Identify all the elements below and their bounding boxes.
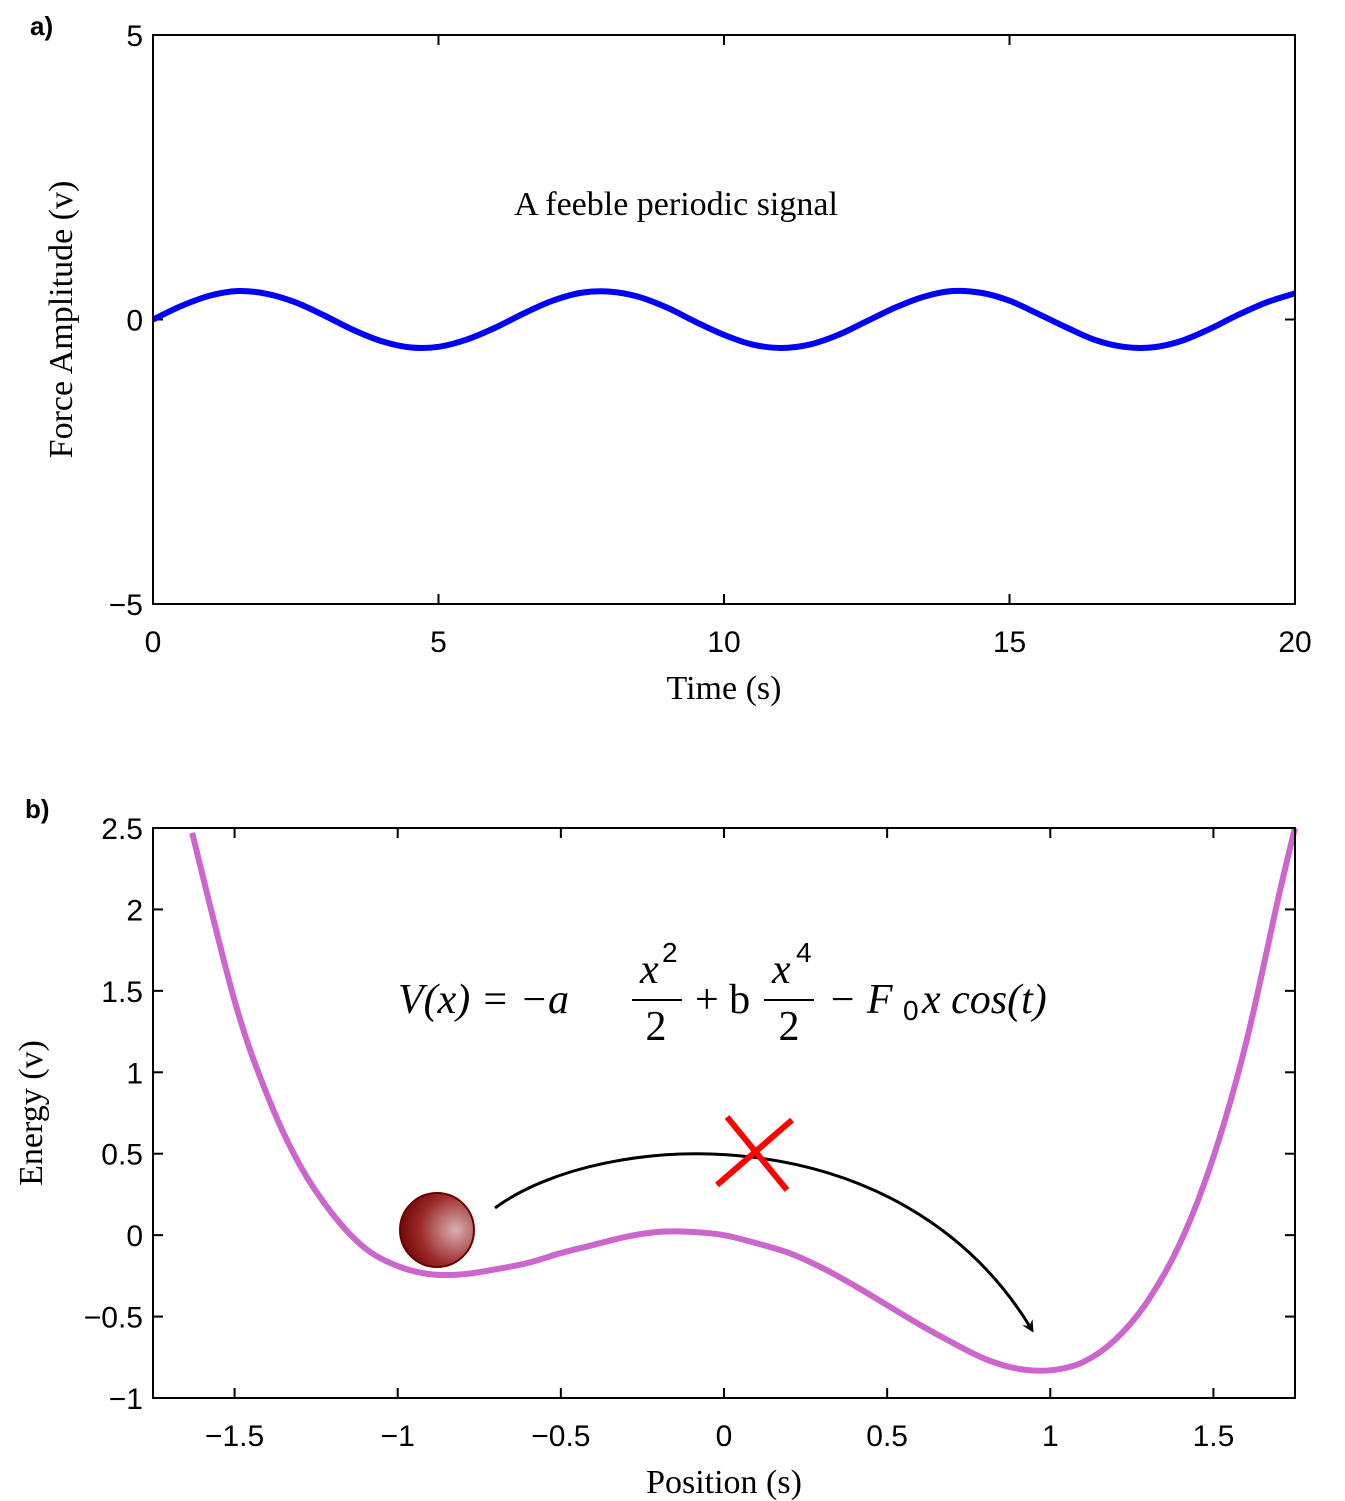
formula-part: x bbox=[771, 947, 791, 993]
cross-stroke bbox=[715, 1117, 794, 1188]
x-tick-label: −1.5 bbox=[205, 1420, 264, 1453]
formula-part: + b bbox=[695, 977, 750, 1023]
annotation: A feeble periodic signal bbox=[514, 186, 838, 223]
formula-part: 0 bbox=[903, 995, 919, 1026]
formula-part: x cos(t) bbox=[921, 977, 1047, 1023]
x-tick-label: 1 bbox=[1042, 1420, 1059, 1453]
y-tick-label: −0.5 bbox=[84, 1302, 143, 1335]
formula-part: V(x) = −a bbox=[398, 977, 569, 1023]
y-tick-label: 2.5 bbox=[101, 813, 143, 846]
x-tick-label: 0.5 bbox=[866, 1420, 908, 1453]
data-line bbox=[151, 287, 1296, 351]
cross bbox=[715, 1115, 794, 1192]
x-tick-label: −1 bbox=[381, 1420, 415, 1453]
x-tick-label: 10 bbox=[707, 626, 740, 659]
y-tick-label: −5 bbox=[109, 589, 143, 622]
ball bbox=[399, 1192, 475, 1268]
x-tick-label: 5 bbox=[430, 626, 447, 659]
x-tick-label: 15 bbox=[993, 626, 1026, 659]
plot-frame bbox=[152, 827, 1296, 1399]
formula-part: 2 bbox=[662, 937, 678, 968]
x-tick-label: 1.5 bbox=[1193, 1420, 1235, 1453]
y-axis-label: Energy (v) bbox=[13, 1040, 50, 1186]
y-axis-label: Force Amplitude (v) bbox=[43, 181, 80, 459]
y-tick-label: 5 bbox=[126, 20, 143, 53]
formula-part: 4 bbox=[796, 937, 812, 968]
formula-part: 2 bbox=[779, 1004, 800, 1050]
formula: V(x) = −a x 2 2 + b x 4 2 − F 0 x cos(t) bbox=[398, 937, 1047, 1050]
x-tick-label: 20 bbox=[1278, 626, 1311, 659]
y-tick-label: 0.5 bbox=[101, 1139, 143, 1172]
arrow bbox=[494, 1152, 1034, 1333]
x-tick-label: 0 bbox=[145, 626, 162, 659]
x-tick-label: −0.5 bbox=[531, 1420, 590, 1453]
x-axis-label: Time (s) bbox=[667, 670, 782, 707]
y-tick-label: 1.5 bbox=[101, 976, 143, 1009]
y-tick-label: 0 bbox=[126, 305, 143, 338]
y-tick-label: 2 bbox=[126, 894, 143, 927]
y-tick-label: 1 bbox=[126, 1057, 143, 1090]
formula-part: − F bbox=[828, 977, 893, 1023]
formula-part: 2 bbox=[646, 1004, 667, 1050]
panel-label: b) bbox=[25, 794, 50, 824]
panel-label: a) bbox=[30, 11, 53, 41]
formula-part: x bbox=[639, 947, 659, 993]
data-line bbox=[189, 827, 1298, 1374]
x-axis-label: Position (s) bbox=[646, 1464, 802, 1501]
plot-frame bbox=[152, 34, 1296, 605]
x-tick-label: 0 bbox=[716, 1420, 733, 1453]
y-tick-label: 0 bbox=[126, 1220, 143, 1253]
y-tick-label: −1 bbox=[109, 1383, 143, 1416]
